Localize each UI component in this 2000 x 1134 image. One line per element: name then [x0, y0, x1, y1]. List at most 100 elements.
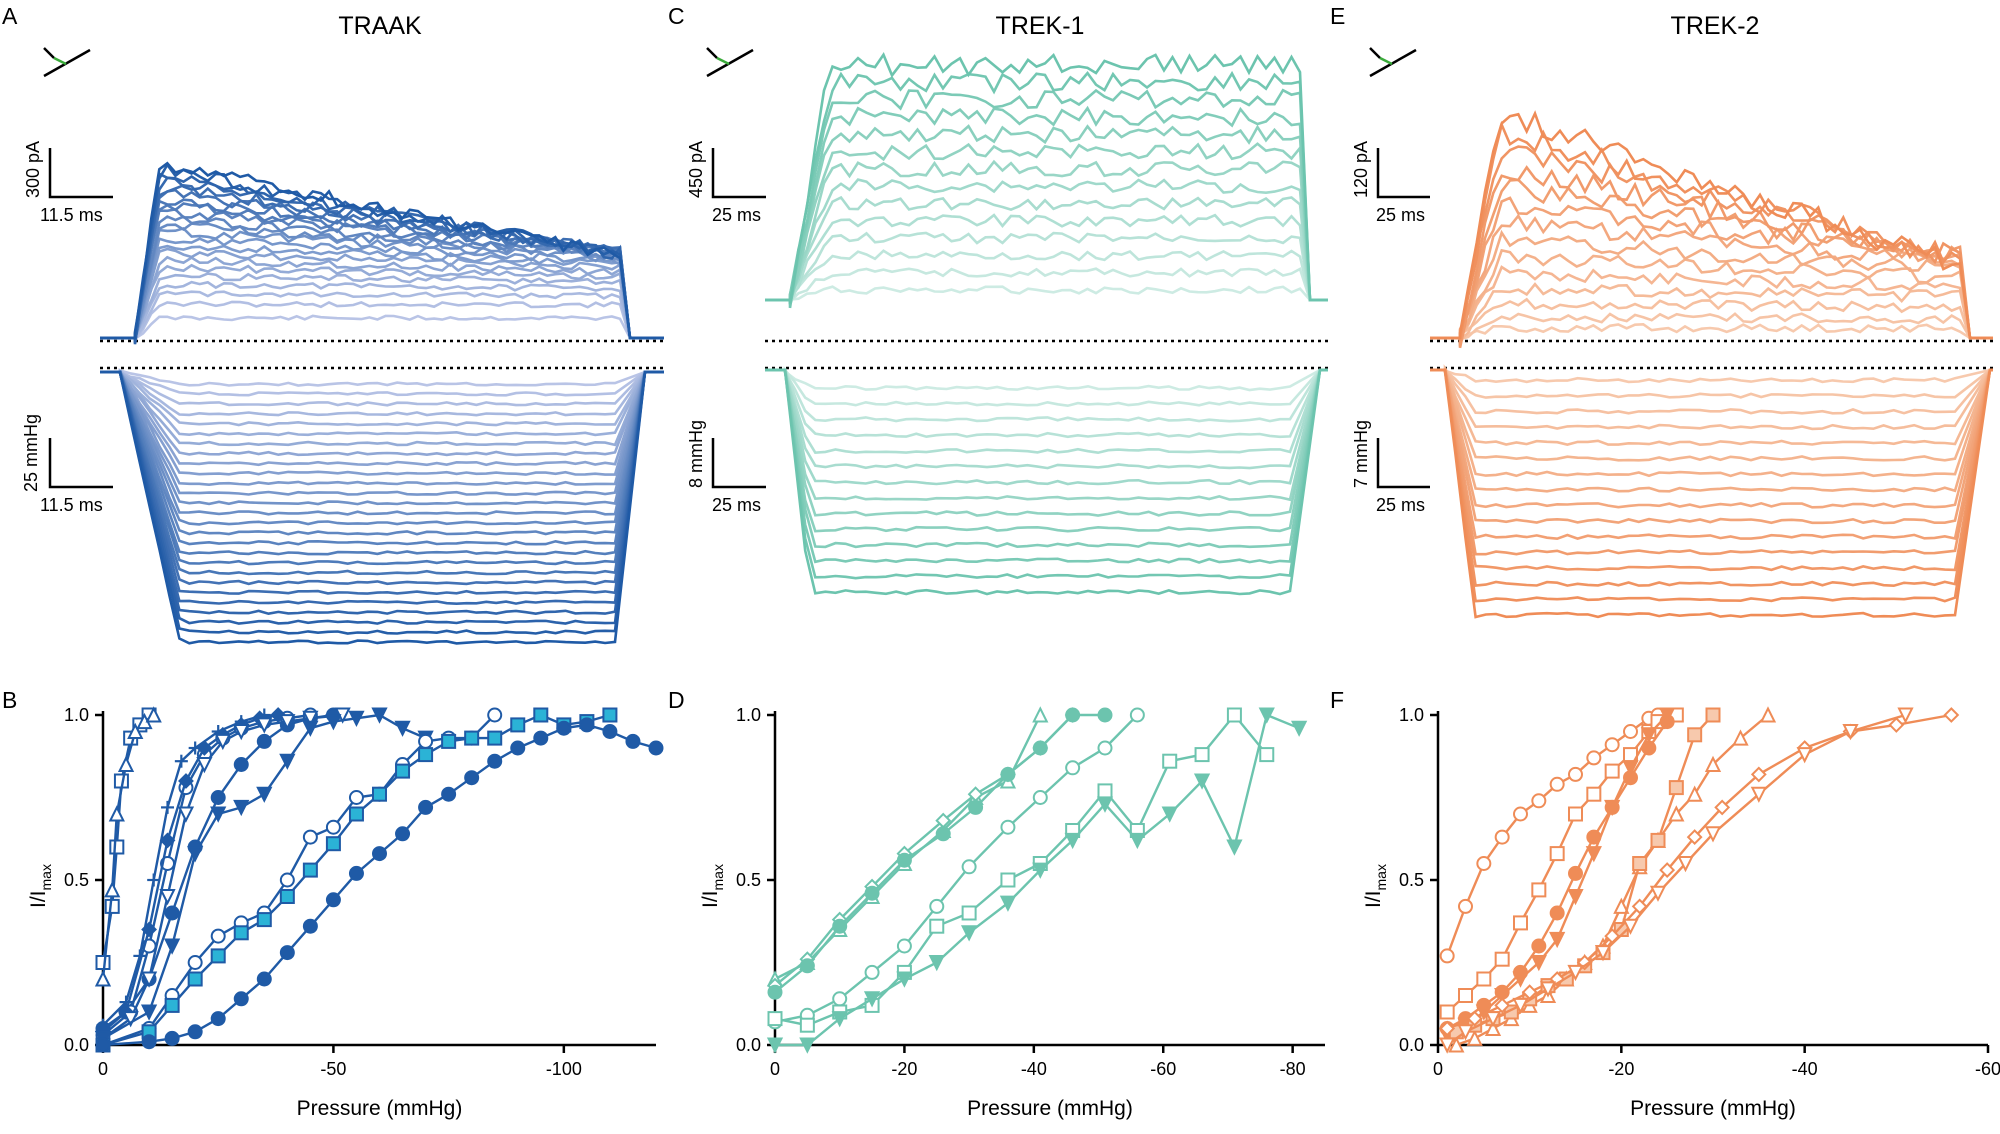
pressure-sweep	[1430, 368, 1993, 478]
data-point	[1622, 760, 1639, 777]
x-tick-label: -40	[1792, 1059, 1818, 1079]
data-point	[602, 707, 618, 723]
data-point	[1704, 755, 1722, 772]
data-point	[1259, 747, 1275, 763]
data-point	[510, 740, 526, 756]
data-point	[441, 786, 457, 802]
data-point	[1457, 1024, 1474, 1041]
current-sweep	[765, 70, 1328, 309]
panel-letter-f: F	[1330, 687, 1344, 713]
x-tick-label: -100	[546, 1059, 582, 1079]
data-point	[1604, 763, 1620, 779]
traak-current-traces	[100, 161, 664, 345]
data-point	[999, 895, 1017, 912]
series-line	[102, 723, 657, 1047]
pressure-sweep	[765, 368, 1328, 580]
pressure-sweep	[100, 370, 664, 596]
pressure-sweep	[765, 368, 1328, 533]
data-point	[127, 722, 144, 739]
data-point	[256, 717, 273, 734]
current-sweep	[100, 272, 664, 340]
data-point	[140, 971, 158, 988]
trek2-current-scale-bar: 120 pA 25 ms	[1351, 141, 1430, 225]
series	[767, 707, 1145, 1030]
pressure-sweep	[765, 368, 1328, 486]
data-point	[256, 971, 272, 987]
data-point	[533, 707, 549, 723]
data-point	[1032, 862, 1049, 879]
series	[1439, 707, 1914, 1054]
current-sweep	[100, 300, 664, 343]
data-point	[1161, 806, 1178, 823]
x-tick-label: -50	[320, 1059, 346, 1079]
data-point	[279, 872, 295, 888]
trek1-pressure-traces	[765, 366, 1328, 596]
data-point	[864, 964, 880, 980]
data-point	[441, 733, 457, 749]
data-point	[233, 757, 249, 772]
current-sweep	[1430, 229, 1993, 340]
pressure-sweep	[100, 370, 664, 516]
current-sweep	[765, 231, 1328, 306]
data-point	[625, 733, 641, 749]
data-point	[1065, 760, 1081, 776]
pressure-sweep	[765, 368, 1328, 392]
data-point	[159, 832, 176, 849]
trek2-pressure-scale-time: 25 ms	[1376, 495, 1425, 515]
current-sweep	[765, 142, 1328, 302]
pressure-sweep	[100, 369, 664, 397]
data-point	[108, 805, 125, 822]
series	[96, 708, 271, 1032]
trek2-title: TREK-2	[1671, 12, 1760, 40]
series	[1439, 707, 1676, 1044]
data-point	[210, 948, 226, 964]
current-sweep	[1430, 248, 1993, 340]
data-point	[196, 757, 213, 774]
current-sweep	[100, 215, 664, 340]
data-point	[1494, 829, 1510, 845]
pressure-sweep	[765, 368, 1328, 502]
data-point	[325, 836, 341, 852]
data-point	[1687, 727, 1703, 743]
pressure-sweep	[100, 368, 664, 387]
pressure-sweep	[765, 368, 1328, 564]
data-point	[302, 829, 318, 845]
series-line	[774, 713, 1105, 994]
data-point	[145, 706, 162, 723]
pipette-icon-traak	[43, 47, 91, 78]
data-point	[348, 710, 365, 728]
current-sweep	[1430, 265, 1993, 344]
data-point	[187, 846, 204, 863]
data-point	[1448, 1036, 1465, 1053]
data-point	[1549, 931, 1566, 949]
trek1-current-scale-bar: 450 pA 25 ms	[686, 141, 766, 225]
current-sweep	[765, 195, 1328, 305]
pressure-sweep	[765, 368, 1328, 517]
traak-pressure-scale-value: 25 mmHg	[21, 414, 41, 492]
x-tick-label: 0	[98, 1059, 108, 1079]
pressure-sweep	[100, 370, 664, 496]
current-sweep	[765, 51, 1328, 304]
series	[94, 707, 434, 1048]
data-point	[1458, 898, 1473, 914]
data-point	[929, 898, 945, 914]
current-sweep	[765, 267, 1328, 305]
pressure-sweep	[100, 370, 664, 556]
pressure-sweep	[100, 370, 664, 437]
data-point	[1604, 799, 1621, 817]
data-point	[1649, 885, 1667, 902]
pressure-sweep	[100, 370, 664, 635]
data-point	[1943, 707, 1960, 723]
data-point	[164, 997, 180, 1013]
series-line	[102, 713, 279, 1033]
pressure-sweep	[100, 370, 664, 576]
data-point	[394, 720, 411, 737]
pressure-sweep	[100, 370, 664, 506]
current-sweep	[1430, 297, 1993, 340]
data-point	[1466, 1029, 1483, 1046]
data-point	[395, 763, 411, 779]
data-point	[1586, 750, 1602, 766]
y-tick-label: 0.5	[64, 870, 89, 890]
data-point	[1623, 724, 1638, 739]
current-sweep	[765, 178, 1328, 302]
